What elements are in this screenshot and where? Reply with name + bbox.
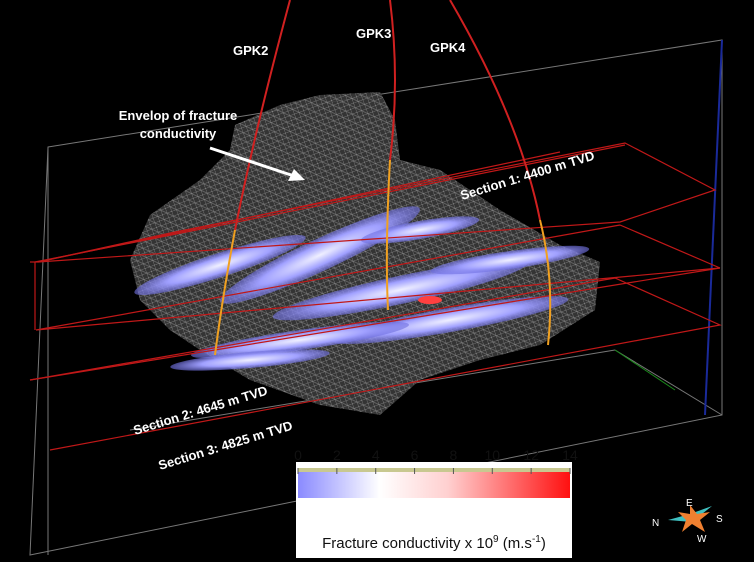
compass-label: N <box>652 518 659 529</box>
compass-label: E <box>686 498 693 509</box>
page: GPK2 GPK3 GPK4 Envelop of fracture condu… <box>0 0 754 562</box>
annotation: conductivity <box>140 126 217 141</box>
well-label: GPK4 <box>430 40 466 55</box>
label-close: ) <box>541 535 546 552</box>
well-label: GPK3 <box>356 26 391 41</box>
colorbar-edge <box>298 468 570 472</box>
annotation: Envelop of fracture <box>119 108 237 123</box>
compass-label: S <box>716 514 723 525</box>
colorbar-tick-label: 6 <box>411 447 419 463</box>
compass-label: W <box>697 534 707 545</box>
colorbar-tick-label: 4 <box>372 447 380 463</box>
colorbar-tick-label: 14 <box>562 447 578 463</box>
colorbar-tick-label: 10 <box>484 447 500 463</box>
label-text: Fracture conductivity x 10 <box>322 535 493 552</box>
colorbar-tick-label: 0 <box>294 447 302 463</box>
scene: GPK2 GPK3 GPK4 Envelop of fracture condu… <box>0 0 754 562</box>
colorbar-label: Fracture conductivity x 109 (m.s-1) <box>322 534 546 552</box>
colorbar-tick-label: 12 <box>523 447 539 463</box>
colorbar <box>298 468 570 498</box>
colorbar-tick-label: 8 <box>450 447 458 463</box>
colorbar-tick-label: 2 <box>333 447 341 463</box>
well-label: GPK2 <box>233 43 268 58</box>
label-unit: (m.s <box>499 535 532 552</box>
